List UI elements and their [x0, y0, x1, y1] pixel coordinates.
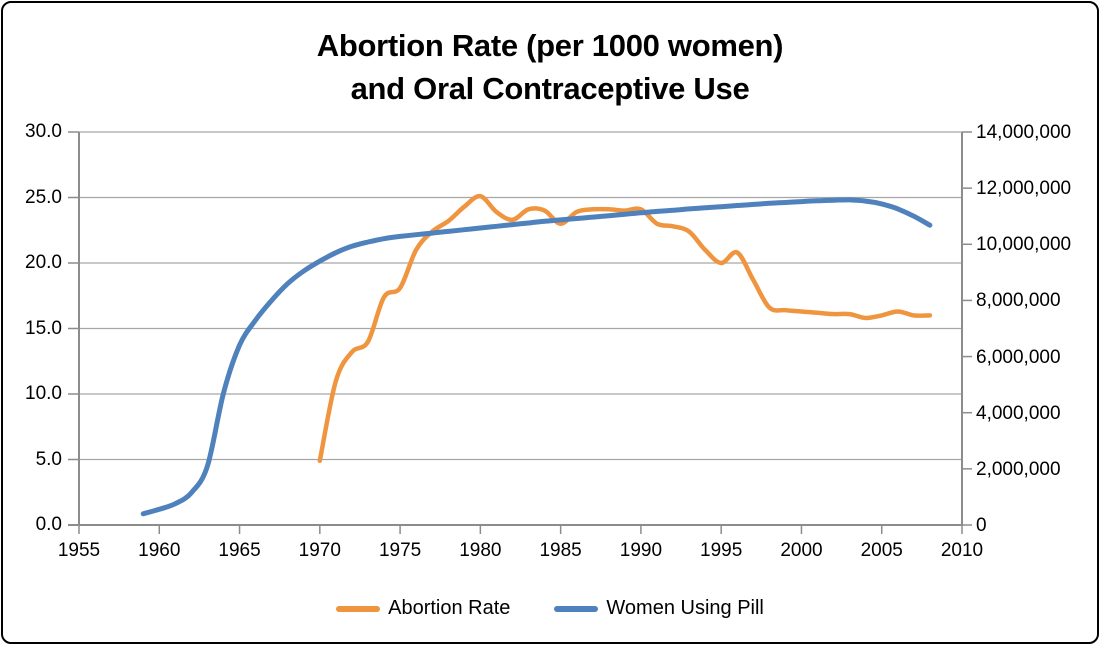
- y-right-tick-label: 2,000,000: [976, 458, 1061, 480]
- legend: Abortion Rate Women Using Pill: [0, 597, 1100, 620]
- legend-item-abortion-rate: Abortion Rate: [336, 597, 510, 620]
- x-tick-label: 1990: [619, 540, 663, 561]
- y-right-tick-label: 10,000,000: [976, 234, 1072, 256]
- x-tick-label: 1975: [378, 540, 422, 561]
- x-tick-label: 1970: [298, 540, 341, 561]
- x-tick-label: 1995: [700, 540, 743, 561]
- y-left-tick-label: 30.0: [25, 121, 62, 142]
- y-left-tick-label: 20.0: [25, 252, 62, 273]
- chart-title-line-2: and Oral Contraceptive Use: [350, 71, 750, 106]
- y-left-tick-label: 0.0: [35, 514, 62, 535]
- y-right-tick-label: 6,000,000: [976, 346, 1061, 368]
- x-tick-label: 2000: [780, 540, 823, 561]
- x-tick-label: 1960: [138, 540, 181, 561]
- y-right-tick-label: 14,000,000: [976, 122, 1072, 143]
- chart-title-line-1: Abortion Rate (per 1000 women): [316, 28, 784, 63]
- legend-swatch-abortion-rate: [336, 605, 381, 612]
- y-right-tick-label: 4,000,000: [976, 402, 1061, 424]
- legend-label-women-using-pill: Women Using Pill: [606, 597, 764, 619]
- x-tick-label: 2005: [860, 540, 903, 561]
- x-tick-label: 1980: [459, 540, 502, 561]
- y-left-tick-label: 25.0: [25, 186, 62, 208]
- y-right-tick-label: 0: [976, 515, 987, 536]
- y-right-tick-label: 8,000,000: [976, 290, 1061, 312]
- x-tick-label: 1965: [218, 540, 261, 561]
- legend-item-women-using-pill: Women Using Pill: [554, 597, 764, 620]
- series-line-women-using-pill: [140, 197, 933, 517]
- x-tick-label: 1955: [57, 540, 101, 561]
- chart-title: Abortion Rate (per 1000 women) and Oral …: [0, 24, 1100, 110]
- x-tick-label: 1985: [539, 540, 582, 561]
- series-line-abortion-rate: [317, 193, 933, 464]
- y-left-tick-label: 5.0: [35, 448, 62, 470]
- legend-swatch-women-using-pill: [554, 605, 599, 612]
- y-left-tick-label: 10.0: [25, 383, 62, 404]
- y-right-tick-label: 12,000,000: [976, 178, 1072, 200]
- legend-label-abortion-rate: Abortion Rate: [388, 597, 511, 619]
- y-left-tick-label: 15.0: [25, 317, 62, 339]
- x-tick-label: 2010: [940, 540, 984, 561]
